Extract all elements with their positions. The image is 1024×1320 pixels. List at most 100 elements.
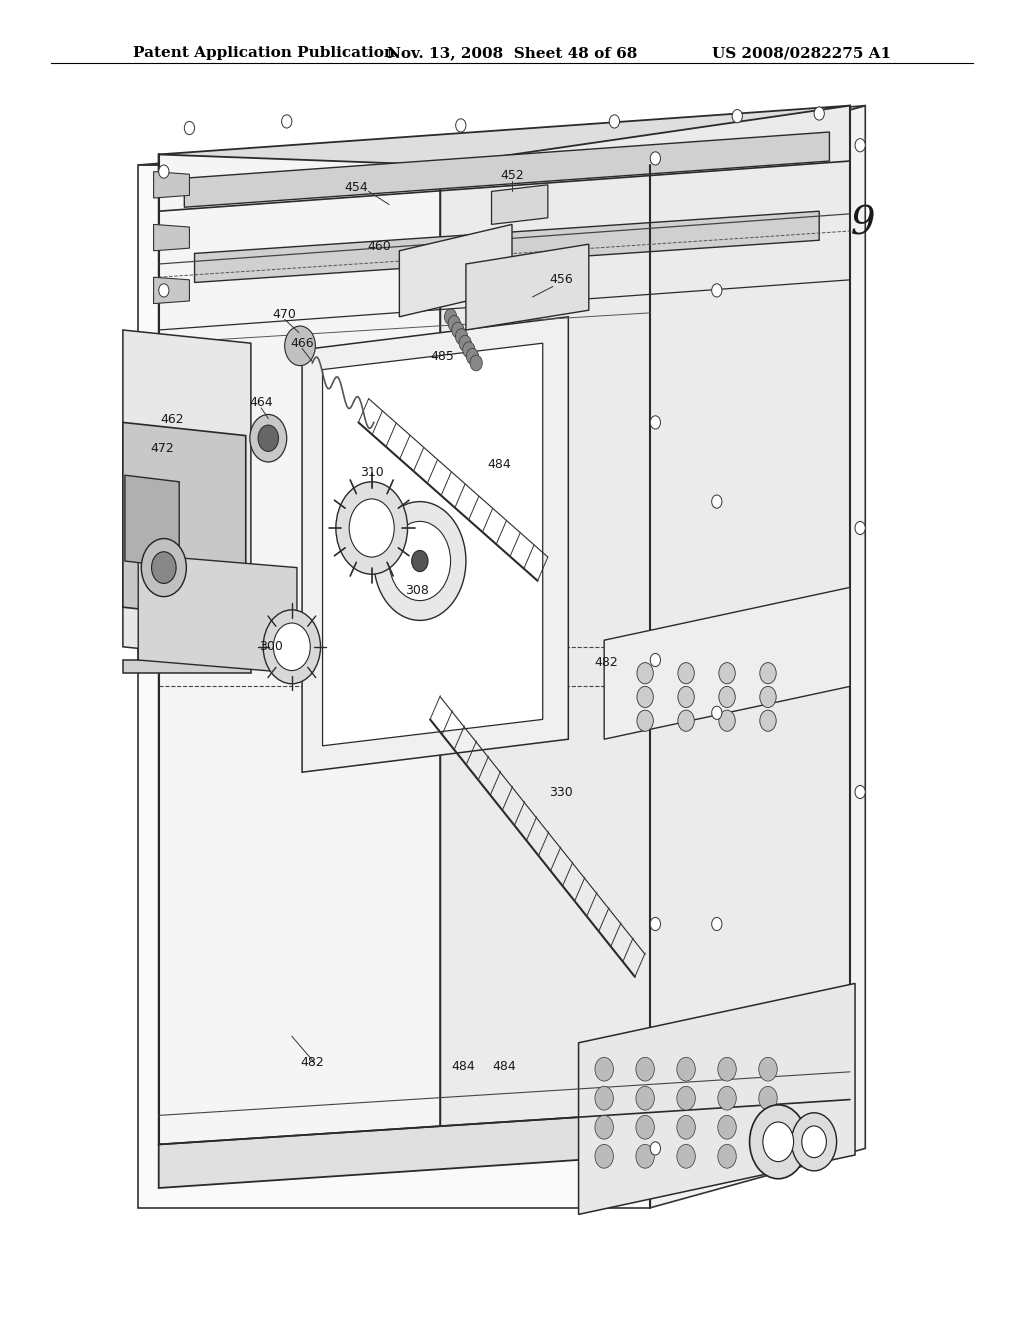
Polygon shape xyxy=(492,185,548,224)
Ellipse shape xyxy=(814,107,824,120)
Ellipse shape xyxy=(678,710,694,731)
Ellipse shape xyxy=(650,152,660,165)
Ellipse shape xyxy=(678,663,694,684)
Polygon shape xyxy=(123,422,246,620)
Ellipse shape xyxy=(636,1115,654,1139)
Ellipse shape xyxy=(374,502,466,620)
Polygon shape xyxy=(466,244,589,330)
Text: 456: 456 xyxy=(549,273,573,286)
Text: 462: 462 xyxy=(160,413,184,426)
Polygon shape xyxy=(650,106,865,1208)
Polygon shape xyxy=(440,106,850,1159)
Ellipse shape xyxy=(750,1105,807,1179)
Ellipse shape xyxy=(456,329,468,345)
Text: 464: 464 xyxy=(249,396,273,409)
Text: 466: 466 xyxy=(290,337,314,350)
Text: 470: 470 xyxy=(272,308,297,321)
Text: 484: 484 xyxy=(487,458,512,471)
Ellipse shape xyxy=(444,309,457,325)
Ellipse shape xyxy=(470,355,482,371)
Ellipse shape xyxy=(650,416,660,429)
Ellipse shape xyxy=(650,653,660,667)
Ellipse shape xyxy=(712,495,722,508)
Ellipse shape xyxy=(677,1086,695,1110)
Text: 330: 330 xyxy=(549,785,573,799)
Polygon shape xyxy=(184,132,829,207)
Ellipse shape xyxy=(677,1144,695,1168)
Ellipse shape xyxy=(459,335,471,351)
Text: 310: 310 xyxy=(359,466,384,479)
Ellipse shape xyxy=(273,623,310,671)
Ellipse shape xyxy=(719,686,735,708)
Ellipse shape xyxy=(855,521,865,535)
Ellipse shape xyxy=(718,1115,736,1139)
Ellipse shape xyxy=(595,1086,613,1110)
Text: 308: 308 xyxy=(404,583,429,597)
Text: US 2008/0282275 A1: US 2008/0282275 A1 xyxy=(712,46,891,61)
Polygon shape xyxy=(399,224,512,317)
Polygon shape xyxy=(154,224,189,251)
Ellipse shape xyxy=(159,165,169,178)
Ellipse shape xyxy=(718,1086,736,1110)
Ellipse shape xyxy=(250,414,287,462)
Polygon shape xyxy=(579,983,855,1214)
Ellipse shape xyxy=(609,115,620,128)
Ellipse shape xyxy=(732,110,742,123)
Ellipse shape xyxy=(802,1126,826,1158)
Ellipse shape xyxy=(636,1144,654,1168)
Ellipse shape xyxy=(595,1057,613,1081)
Text: 482: 482 xyxy=(594,656,618,669)
Ellipse shape xyxy=(678,686,694,708)
Ellipse shape xyxy=(677,1115,695,1139)
Polygon shape xyxy=(138,554,297,673)
Text: 454: 454 xyxy=(344,181,369,194)
Text: 484: 484 xyxy=(451,1060,475,1073)
Ellipse shape xyxy=(760,686,776,708)
Ellipse shape xyxy=(759,1057,777,1081)
Text: Patent Application Publication: Patent Application Publication xyxy=(133,46,395,61)
Ellipse shape xyxy=(452,322,464,338)
Ellipse shape xyxy=(389,521,451,601)
Ellipse shape xyxy=(637,710,653,731)
Ellipse shape xyxy=(466,348,478,364)
Polygon shape xyxy=(154,277,189,304)
Ellipse shape xyxy=(677,1057,695,1081)
Text: 482: 482 xyxy=(300,1056,325,1069)
Ellipse shape xyxy=(759,1144,777,1168)
Ellipse shape xyxy=(637,663,653,684)
Text: Fig. 39: Fig. 39 xyxy=(737,205,876,243)
Text: 485: 485 xyxy=(430,350,455,363)
Ellipse shape xyxy=(712,917,722,931)
Ellipse shape xyxy=(718,1057,736,1081)
Ellipse shape xyxy=(759,1115,777,1139)
Ellipse shape xyxy=(282,115,292,128)
Ellipse shape xyxy=(855,139,865,152)
Polygon shape xyxy=(159,154,440,1155)
Text: 484: 484 xyxy=(492,1060,516,1073)
Text: 300: 300 xyxy=(259,640,284,653)
Polygon shape xyxy=(323,343,543,746)
Ellipse shape xyxy=(449,315,461,331)
Polygon shape xyxy=(123,660,251,673)
Polygon shape xyxy=(125,475,179,568)
Ellipse shape xyxy=(637,686,653,708)
Ellipse shape xyxy=(336,482,408,574)
Ellipse shape xyxy=(184,121,195,135)
Text: Nov. 13, 2008  Sheet 48 of 68: Nov. 13, 2008 Sheet 48 of 68 xyxy=(387,46,637,61)
Text: 452: 452 xyxy=(500,169,524,182)
Text: 460: 460 xyxy=(367,240,391,253)
Polygon shape xyxy=(138,165,650,1208)
Ellipse shape xyxy=(792,1113,837,1171)
Ellipse shape xyxy=(650,1142,660,1155)
Ellipse shape xyxy=(152,552,176,583)
Ellipse shape xyxy=(263,610,321,684)
Ellipse shape xyxy=(763,1122,794,1162)
Ellipse shape xyxy=(650,917,660,931)
Ellipse shape xyxy=(159,284,169,297)
Ellipse shape xyxy=(412,550,428,572)
Ellipse shape xyxy=(719,710,735,731)
Text: 472: 472 xyxy=(150,442,174,455)
Polygon shape xyxy=(195,211,819,282)
Ellipse shape xyxy=(718,1144,736,1168)
Ellipse shape xyxy=(760,663,776,684)
